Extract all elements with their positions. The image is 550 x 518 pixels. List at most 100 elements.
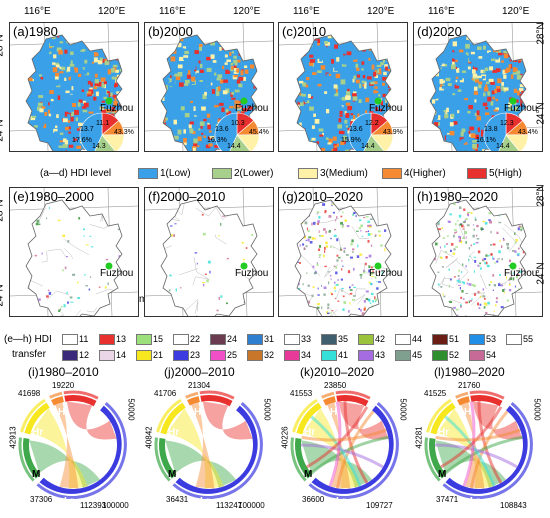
city-marker: [509, 262, 517, 270]
chord-segment-label: Lr: [470, 496, 480, 507]
transfer-swatch: [284, 350, 300, 362]
chord-segment-arc: [200, 395, 233, 407]
chord-ribbon: [29, 440, 101, 488]
map-graphic: [279, 23, 407, 151]
transfer-legend-title-1: (e—h) HDI: [4, 334, 52, 345]
chord-value-label: 112393: [80, 501, 107, 510]
transfer-code: 51: [449, 334, 460, 344]
chord-outer-ring: [18, 437, 35, 482]
transfer-code: 43: [375, 350, 386, 360]
transfer-legend-item: 42: [358, 334, 385, 346]
chord-segment-label: M: [438, 469, 447, 480]
map-panel-title: (g)2010–2020: [282, 189, 363, 204]
chord-segment-arc: [311, 405, 394, 494]
chord-graphic: [290, 390, 399, 499]
transfer-code: 13: [116, 334, 127, 344]
level-share-pie: [348, 112, 394, 151]
chord-diagram-3: (l)1980–2020 H Hr M Lr L 21760 41525 42281 37471 1…: [414, 365, 544, 515]
chord-segment-arc: [175, 405, 258, 494]
transfer-code: 53: [486, 334, 497, 344]
level-legend-item: 1(Low): [138, 168, 191, 179]
map-graphic: [10, 188, 138, 316]
pie-share-label: 14.4: [361, 143, 375, 150]
chord-segment-label: Hr: [32, 427, 44, 438]
map-panel-title: (d)2020: [417, 24, 462, 39]
transfer-legend-item: 33: [284, 334, 311, 346]
chord-segment-arc: [158, 438, 177, 479]
pie-share-label: 15.9%: [341, 137, 361, 144]
transfer-legend-item: 21: [136, 350, 163, 362]
map-panel-7: (h)1980–2020 Fuzhou: [413, 187, 543, 317]
chord-value-label: 36431: [166, 495, 189, 504]
lon-tick-label: 120°E: [98, 6, 126, 17]
chord-value-label: 23850: [324, 381, 347, 390]
chord-outer-ring: [154, 437, 171, 482]
transfer-code: 31: [264, 334, 275, 344]
chord-ribbon: [202, 401, 253, 440]
level-legend-item: 5(High): [467, 168, 522, 179]
transfer-legend-item: 54: [469, 350, 496, 362]
chord-segment-label: Hr: [304, 427, 316, 438]
lon-tick-label: 116°E: [293, 6, 320, 17]
chord-segment-arc: [294, 438, 313, 479]
chord-segment-label: Lr: [64, 496, 74, 507]
map-panel-1: (b)2000 45.4% 16.3% 14.4 10.3 13.6 Fuzhou: [144, 22, 274, 152]
chord-segment-label: Hr: [438, 427, 450, 438]
transfer-swatch: [469, 350, 485, 362]
chord-segment-label: H: [58, 407, 66, 418]
pie-share-label: 12.2: [365, 120, 379, 127]
transfer-swatch: [432, 350, 448, 362]
city-marker: [509, 97, 517, 105]
transfer-code: 34: [301, 350, 312, 360]
transfer-legend-item: 41: [321, 350, 349, 362]
chord-segment-arc: [430, 402, 456, 435]
chord-value-label: 108843: [500, 501, 527, 510]
pie-share-label: 13.7: [80, 126, 94, 133]
pie-share-label: 12.3: [500, 120, 514, 127]
transfer-swatch: [247, 334, 263, 346]
transfer-legend-item: 11: [62, 334, 88, 346]
map-panel-0: (a)1980 43.3% 17.6% 14.3 11.1 13.7 Fuzhou: [9, 22, 139, 152]
chord-segment-label: L: [108, 449, 115, 460]
level-share-pie: [214, 112, 260, 151]
transfer-swatch: [99, 334, 115, 346]
map-panel-6: (g)2010–2020 Fuzhou: [278, 187, 408, 317]
transfer-legend-item: 14: [99, 350, 127, 362]
transfer-legend-item: 24: [210, 334, 237, 346]
chord-segment-arc: [428, 438, 447, 479]
chord-ribbon: [435, 428, 521, 442]
chord-segment-arc: [470, 395, 503, 407]
transfer-swatch: [62, 350, 78, 362]
chord-value-label: 40226: [280, 426, 290, 449]
pie-share-label: 14.4: [496, 143, 510, 150]
transfer-code: 41: [338, 350, 349, 360]
transfer-code: 55: [523, 334, 534, 344]
transfer-legend-title-2: transfer: [12, 349, 46, 360]
transfer-legend-item: 13: [99, 334, 127, 346]
chord-outer-ring: [426, 398, 452, 433]
city-marker: [374, 262, 382, 270]
chord-value-label: 113247: [216, 501, 243, 510]
transfer-code: 12: [79, 350, 90, 360]
chord-value-label: 37306: [30, 495, 53, 504]
map-panel-title: (b)2000: [148, 24, 193, 39]
transfer-code: 22: [190, 334, 201, 344]
chord-ribbon: [165, 440, 237, 488]
city-marker: [240, 262, 248, 270]
transfer-legend-item: 43: [358, 350, 386, 362]
transfer-legend-item: 35: [321, 334, 349, 346]
transfer-code: 14: [116, 350, 127, 360]
transfer-legend-item: 22: [173, 334, 201, 346]
map-graphic: [279, 188, 407, 316]
transfer-swatch: [395, 334, 411, 346]
city-label: Fuzhou: [235, 103, 269, 114]
lat-tick-label: 28°N: [0, 199, 6, 222]
city-label: Fuzhou: [235, 268, 269, 279]
transfer-code: 35: [338, 334, 349, 344]
transfer-swatch: [506, 334, 522, 346]
chord-ribbon: [301, 428, 387, 442]
lat-tick-label: 24°N: [0, 119, 6, 142]
pie-share-label: 17.6%: [72, 137, 92, 144]
transfer-swatch: [173, 334, 189, 346]
transfer-swatch: [210, 350, 226, 362]
